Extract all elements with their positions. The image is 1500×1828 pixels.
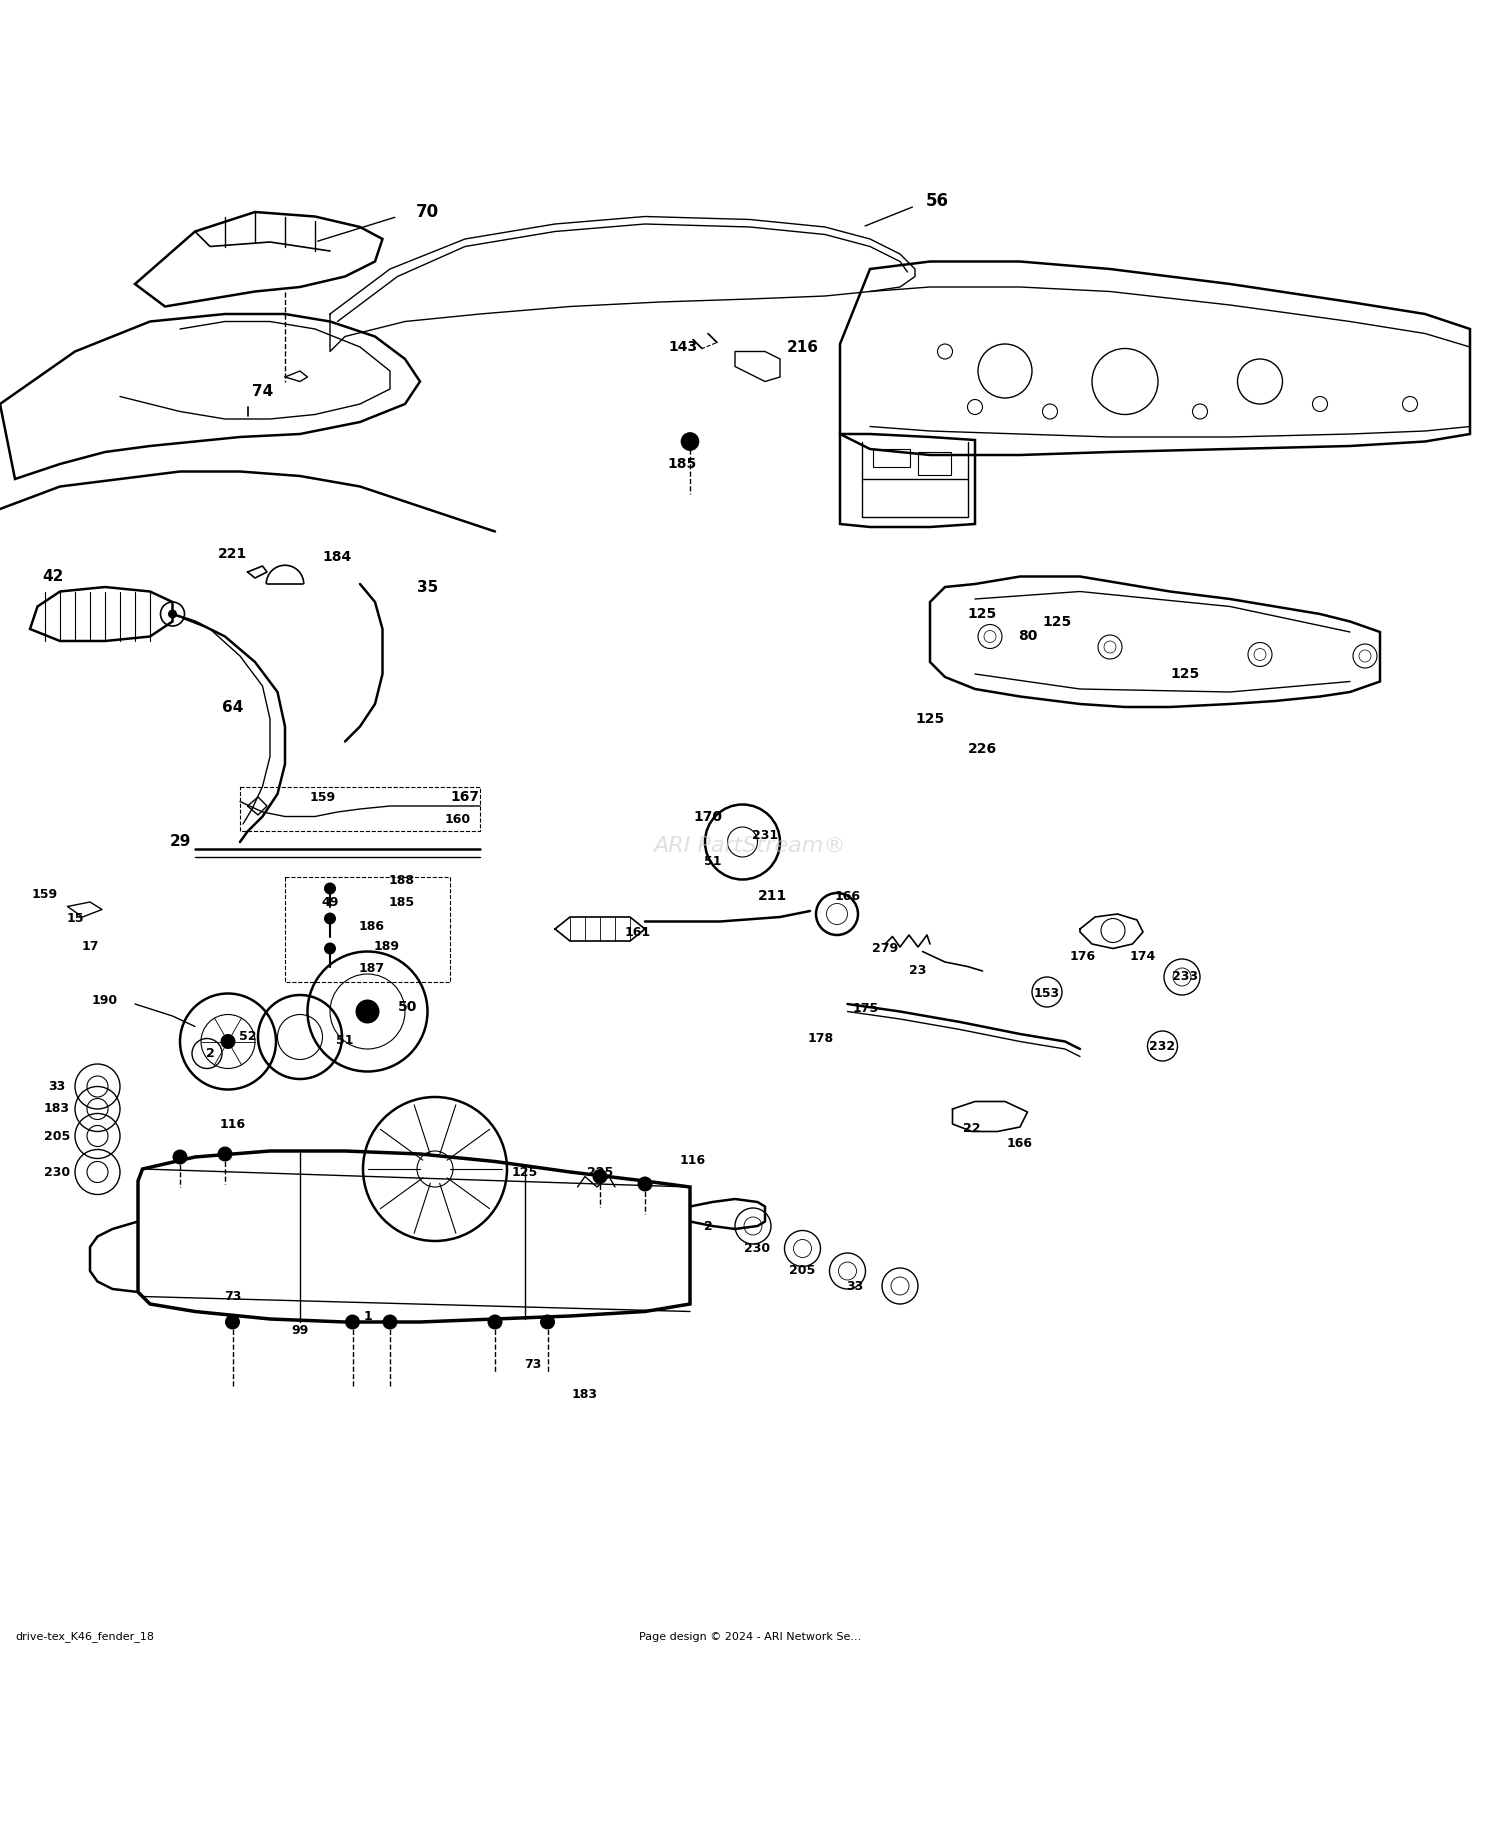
- Text: 221: 221: [217, 547, 248, 561]
- Circle shape: [324, 883, 336, 894]
- Text: 51: 51: [704, 856, 722, 868]
- Text: 49: 49: [321, 896, 339, 909]
- Text: 125: 125: [915, 711, 945, 726]
- Text: 35: 35: [417, 579, 438, 594]
- Text: 116: 116: [219, 1117, 246, 1130]
- Circle shape: [592, 1168, 608, 1185]
- Text: 216: 216: [786, 340, 819, 355]
- Text: 74: 74: [252, 384, 273, 400]
- Text: 56: 56: [926, 192, 950, 210]
- Text: 166: 166: [1007, 1137, 1034, 1150]
- Circle shape: [382, 1314, 398, 1329]
- Text: 279: 279: [871, 941, 898, 954]
- Text: 225: 225: [586, 1166, 613, 1179]
- Text: 116: 116: [680, 1153, 706, 1166]
- Text: 226: 226: [968, 742, 998, 757]
- Text: 188: 188: [388, 874, 416, 888]
- Text: 190: 190: [92, 994, 118, 1007]
- Text: ARI PartStream®: ARI PartStream®: [654, 837, 846, 857]
- Text: 187: 187: [358, 962, 386, 974]
- Text: 160: 160: [444, 813, 471, 826]
- Bar: [873, 450, 910, 466]
- Text: 153: 153: [1034, 987, 1060, 1000]
- Text: 23: 23: [909, 965, 927, 978]
- Text: 15: 15: [66, 912, 84, 925]
- Text: 159: 159: [309, 790, 336, 804]
- Text: 185: 185: [668, 457, 698, 472]
- Text: 52: 52: [238, 1031, 256, 1044]
- Text: 183: 183: [44, 1102, 70, 1115]
- Text: 80: 80: [1019, 629, 1036, 643]
- Text: 2: 2: [206, 1047, 214, 1060]
- Text: 1: 1: [363, 1309, 372, 1322]
- Text: 205: 205: [44, 1130, 70, 1142]
- Text: 125: 125: [1042, 614, 1072, 629]
- Text: 22: 22: [963, 1122, 981, 1135]
- Circle shape: [356, 1000, 380, 1024]
- Text: drive-tex_K46_fender_18: drive-tex_K46_fender_18: [15, 1631, 154, 1642]
- Text: 184: 184: [322, 550, 352, 565]
- Text: 50: 50: [399, 1000, 417, 1015]
- Text: 205: 205: [789, 1265, 816, 1278]
- Text: 33: 33: [846, 1280, 864, 1292]
- Circle shape: [681, 433, 699, 450]
- Text: 99: 99: [291, 1325, 309, 1338]
- Text: 51: 51: [336, 1033, 354, 1046]
- Text: 2: 2: [704, 1219, 712, 1232]
- Text: 230: 230: [44, 1166, 70, 1179]
- Text: 17: 17: [81, 940, 99, 954]
- Text: 42: 42: [42, 569, 63, 583]
- Text: 73: 73: [524, 1358, 542, 1371]
- Text: 170: 170: [693, 810, 723, 823]
- Text: 125: 125: [1170, 667, 1200, 682]
- Text: 64: 64: [222, 700, 243, 715]
- Text: 143: 143: [668, 340, 698, 355]
- Text: 211: 211: [758, 888, 788, 903]
- Bar: [918, 452, 951, 475]
- Text: 159: 159: [32, 888, 58, 901]
- Circle shape: [345, 1314, 360, 1329]
- Text: 175: 175: [852, 1002, 879, 1015]
- Circle shape: [638, 1177, 652, 1192]
- Text: 174: 174: [1130, 949, 1156, 963]
- Text: 232: 232: [1149, 1040, 1176, 1053]
- Circle shape: [168, 609, 177, 618]
- Text: 185: 185: [388, 896, 416, 909]
- Text: 29: 29: [170, 835, 190, 850]
- Text: 166: 166: [834, 890, 861, 903]
- Text: 125: 125: [968, 607, 998, 622]
- Text: 189: 189: [374, 940, 400, 954]
- Text: 183: 183: [572, 1387, 598, 1400]
- Text: 186: 186: [358, 919, 386, 932]
- Text: 125: 125: [512, 1166, 538, 1179]
- Text: Page design © 2024 - ARI Network Se...: Page design © 2024 - ARI Network Se...: [639, 1632, 861, 1642]
- Circle shape: [172, 1150, 188, 1164]
- Circle shape: [324, 943, 336, 954]
- Text: 233: 233: [1172, 971, 1198, 983]
- Text: 176: 176: [1070, 949, 1096, 963]
- Circle shape: [324, 912, 336, 925]
- Text: 73: 73: [224, 1291, 242, 1303]
- Text: 161: 161: [624, 925, 651, 938]
- Text: 231: 231: [752, 830, 778, 843]
- Circle shape: [220, 1035, 236, 1049]
- Text: 33: 33: [48, 1080, 66, 1093]
- Circle shape: [225, 1314, 240, 1329]
- Text: 230: 230: [744, 1241, 771, 1256]
- Circle shape: [540, 1314, 555, 1329]
- Text: 167: 167: [450, 790, 480, 804]
- Circle shape: [488, 1314, 502, 1329]
- Text: 70: 70: [416, 203, 440, 221]
- Text: 178: 178: [807, 1033, 834, 1046]
- Circle shape: [217, 1146, 232, 1161]
